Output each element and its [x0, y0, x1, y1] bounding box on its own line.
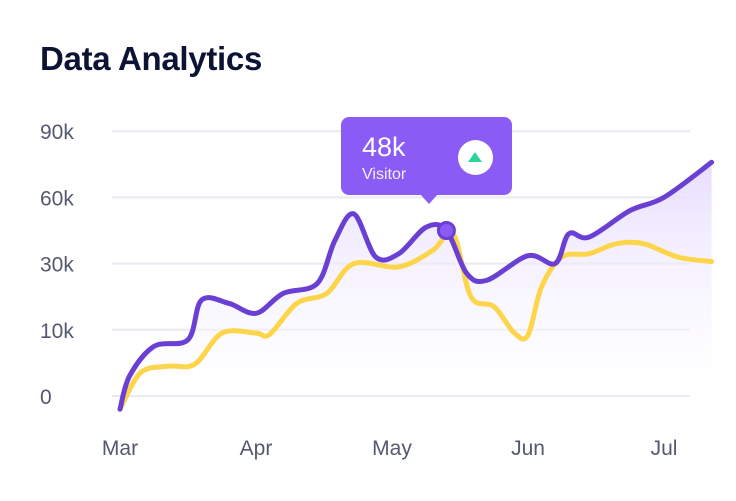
x-tick-label: Mar: [102, 437, 138, 460]
tooltip-label: Visitor: [362, 166, 407, 183]
page-title: Data Analytics: [40, 40, 262, 77]
up-triangle-icon: [458, 140, 493, 175]
x-tick-label: May: [372, 437, 412, 460]
y-tick-label: 10k: [40, 320, 74, 343]
y-tick-label: 30k: [40, 254, 74, 277]
series-area-1: [120, 162, 712, 410]
highlight-point-marker: [436, 221, 456, 240]
x-tick-label: Apr: [240, 437, 273, 460]
visitor-tooltip: 48k Visitor: [341, 117, 512, 204]
tooltip-value: 48k: [362, 132, 406, 162]
y-tick-label: 90k: [40, 121, 74, 144]
series-line-1: [117, 159, 715, 412]
y-tick-label: 60k: [40, 187, 74, 210]
y-tick-label: 0: [40, 386, 52, 409]
x-tick-label: Jun: [511, 437, 545, 460]
x-tick-label: Jul: [651, 437, 678, 460]
